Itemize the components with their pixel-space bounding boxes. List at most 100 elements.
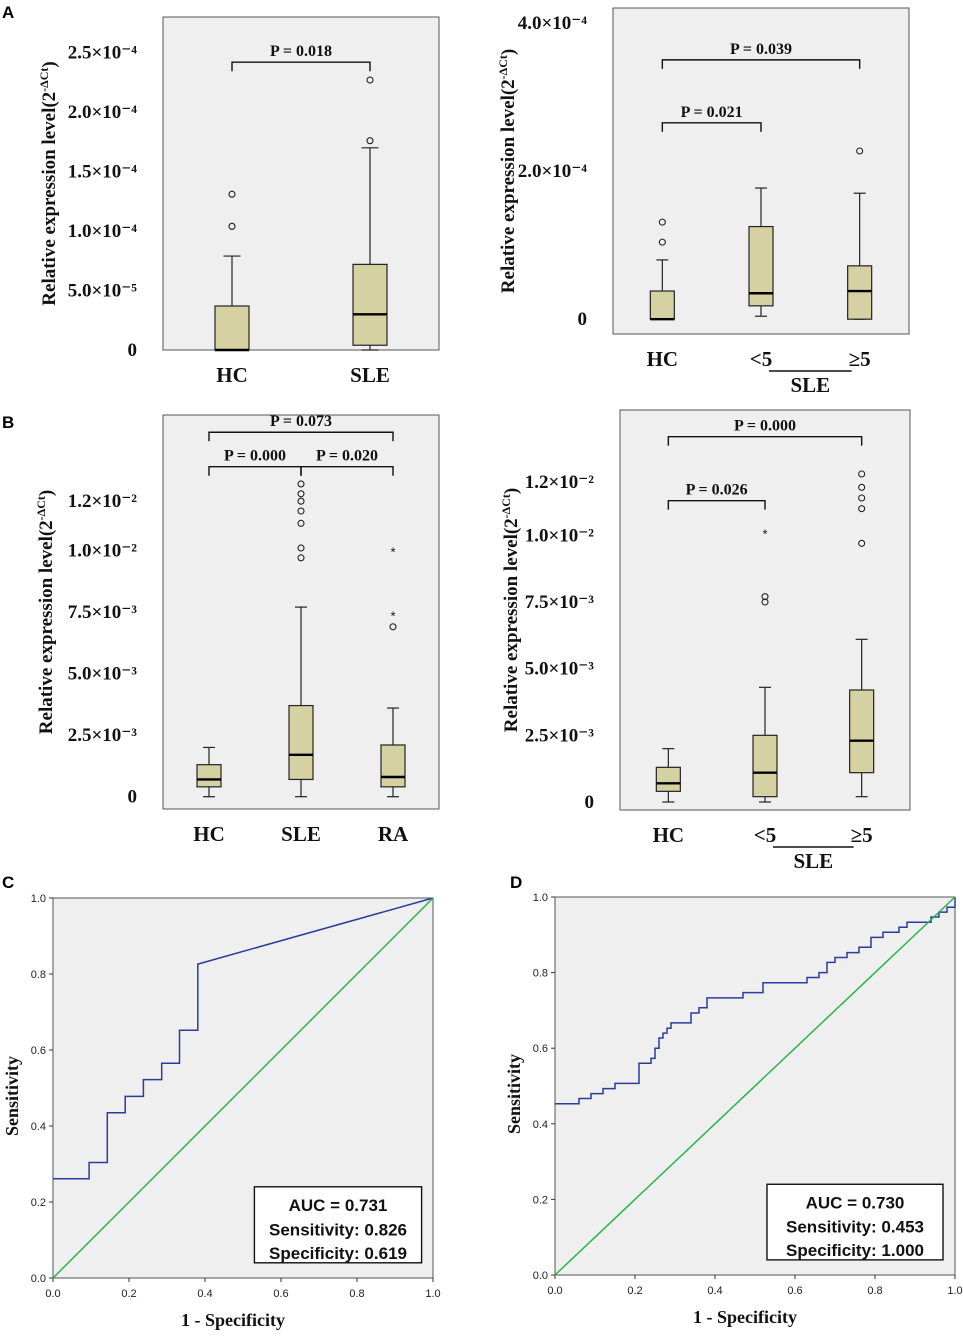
y-tick-label: 5.0×10⁻⁵: [68, 281, 138, 302]
y-tick-label: 2.0×10⁻⁴: [68, 102, 138, 123]
x-tick-label: 0.4: [707, 1285, 722, 1297]
y-axis-label-close: ): [498, 49, 519, 55]
y-axis-label-text: Relative expression level(2: [501, 518, 522, 732]
outlier: [858, 494, 866, 502]
specificity-value: Specificity: 0.619: [269, 1244, 407, 1263]
y-tick-label: 2.0×10⁻⁴: [518, 161, 588, 182]
sensitivity-value: Sensitivity: 0.826: [269, 1220, 407, 1239]
y-tick-label: 1.2×10⁻²: [68, 491, 138, 512]
panel-label-d: D: [510, 873, 522, 892]
auc-value: AUC = 0.730: [806, 1193, 905, 1212]
y-axis-label: Relative expression level(2-ΔCt): [34, 490, 57, 734]
box-SLE: [352, 76, 388, 351]
x-tick-label: 0.8: [867, 1285, 882, 1297]
group-label: SLE: [790, 373, 830, 397]
specificity-value: Specificity: 1.000: [786, 1241, 924, 1260]
plot-area: [162, 16, 440, 351]
x-tick-label: HC: [653, 823, 685, 847]
y-tick-label: 0.8: [31, 969, 46, 981]
x-tick-label: 0.0: [547, 1285, 562, 1297]
x-tick-label: 0.8: [349, 1288, 364, 1300]
x-tick-label: 0.0: [45, 1288, 60, 1300]
outlier: [366, 137, 374, 145]
significance-bracket: P = 0.039: [661, 41, 861, 69]
bracket-line: [667, 435, 863, 446]
box-HC: [655, 748, 681, 803]
y-axis-label-text: Relative expression level(2: [498, 79, 519, 293]
box-<5: *: [752, 527, 778, 803]
box-iqr: [214, 305, 250, 351]
x-tick-label: 1.0: [425, 1288, 440, 1300]
y-axis-label: Relative expression level(2-ΔCt): [499, 488, 522, 732]
p-value-label: P = 0.073: [270, 413, 332, 430]
chart-A-left: 0 5.0×10⁻⁵ 1.0×10⁻⁴ 1.5×10⁻⁴ 2.0×10⁻⁴ 2.5×10⁻…: [37, 16, 440, 387]
y-tick-label: 1.0×10⁻²: [525, 525, 595, 546]
p-value-label: P = 0.000: [734, 418, 796, 435]
p-value-label: P = 0.039: [730, 41, 792, 58]
outlier-extreme: *: [390, 608, 395, 623]
y-tick-label: 1.0: [31, 893, 46, 905]
p-value-label: P = 0.021: [681, 104, 743, 121]
x-tick-label: <5: [754, 823, 776, 847]
y-tick-label: 2.5×10⁻⁴: [68, 43, 138, 64]
x-tick-label: ≥5: [849, 347, 871, 371]
chart-C: 0.0 0.2 0.4 0.6 0.8 1.0 0.0 0.2 0.4 0.6 0.8 1.0 1 - …: [2, 893, 441, 1330]
panel-label-c: C: [2, 873, 14, 892]
y-tick-label: 1.0: [533, 892, 548, 904]
y-tick-label: 0.0: [533, 1270, 548, 1282]
annotation-box: [253, 1186, 423, 1264]
outlier-extreme: *: [762, 527, 767, 542]
outlier: [858, 539, 866, 547]
y-axis-label: Relative expression level(2-ΔCt): [496, 49, 519, 293]
charts: 0 5.0×10⁻⁵ 1.0×10⁻⁴ 1.5×10⁻⁴ 2.0×10⁻⁴ 2.5×10⁻…: [2, 7, 963, 1330]
y-tick-label: 0.4: [31, 1121, 46, 1133]
outlier: [761, 593, 769, 601]
chart-A-right: 0 2.0×10⁻⁴ 4.0×10⁻⁴ Relative expression lev…: [496, 7, 910, 397]
outlier: [858, 470, 866, 478]
x-axis-label: 1 - Specificity: [181, 1310, 285, 1330]
y-tick-label: 0: [128, 787, 138, 808]
p-value-label: P = 0.018: [270, 43, 332, 60]
y-tick-label: 0.2: [31, 1197, 46, 1209]
significance-bracket: P = 0.021: [661, 104, 762, 132]
p-value-label: P = 0.020: [316, 448, 378, 465]
y-axis-label-sup: -ΔCt: [34, 496, 48, 520]
x-tick-label: SLE: [350, 363, 390, 387]
box-<5: [748, 187, 774, 317]
outlier: [366, 76, 374, 84]
box-HC: [196, 746, 222, 798]
y-tick-label: 0.6: [31, 1045, 46, 1057]
outlier: [297, 507, 305, 515]
outlier: [228, 190, 236, 198]
x-tick-label: 0.6: [787, 1285, 802, 1297]
x-tick-label: HC: [193, 822, 225, 846]
p-value-label: P = 0.026: [686, 482, 748, 499]
y-axis-label-close: ): [36, 490, 57, 496]
y-tick-label: 0.0: [31, 1273, 46, 1285]
outlier: [297, 497, 305, 505]
outlier: [761, 598, 769, 606]
panel-label-a: A: [2, 3, 14, 22]
x-tick-label: RA: [378, 822, 409, 846]
auc-annotation: AUC = 0.731 Sensitivity: 0.826 Specificity…: [253, 1186, 423, 1264]
y-tick-label: 1.2×10⁻²: [525, 472, 595, 493]
x-tick-label: ≥5: [851, 823, 873, 847]
y-axis-label-sup: -ΔCt: [496, 55, 510, 79]
outlier: [389, 623, 397, 631]
x-tick-label: SLE: [281, 822, 321, 846]
significance-bracket: P = 0.000: [667, 418, 863, 446]
outlier: [856, 147, 864, 155]
y-axis-label: Sensitivity: [504, 1054, 524, 1134]
x-tick-label: 0.4: [197, 1288, 212, 1300]
box-iqr: [752, 734, 778, 798]
bracket-line: [661, 59, 861, 69]
y-tick-label: 4.0×10⁻⁴: [518, 13, 588, 34]
p-value-label: P = 0.000: [224, 448, 286, 465]
y-tick-label: 1.0×10⁻²: [68, 540, 138, 561]
y-tick-label: 5.0×10⁻³: [525, 659, 595, 680]
y-axis-label-close: ): [39, 61, 60, 67]
x-tick-label: 0.2: [627, 1285, 642, 1297]
outlier: [228, 222, 236, 230]
box-HC: [214, 190, 250, 352]
auc-annotation: AUC = 0.730 Sensitivity: 0.453 Specificity…: [766, 1183, 944, 1261]
